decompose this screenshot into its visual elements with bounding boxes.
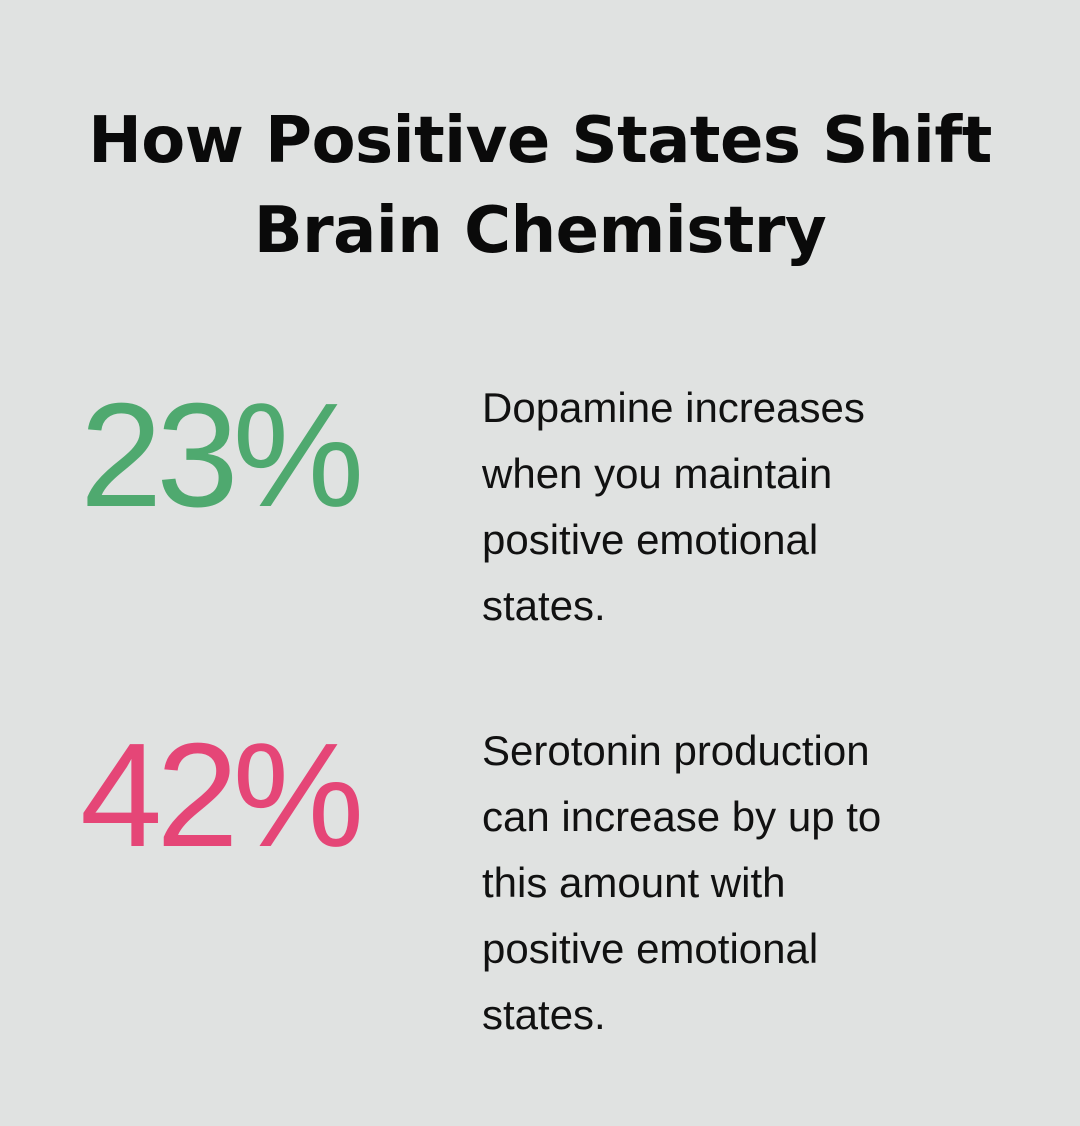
desc-line: positive emotional: [482, 925, 819, 972]
desc-line: states.: [482, 991, 606, 1038]
title-line-2: Brain Chemistry: [253, 194, 827, 268]
stat-description-dopamine: Dopamine increases when you maintain pos…: [482, 375, 1002, 639]
desc-line: states.: [482, 582, 606, 629]
page-title: How Positive States Shift Brain Chemistr…: [0, 96, 1080, 276]
desc-line: Serotonin production: [482, 727, 870, 774]
desc-line: when you maintain: [482, 450, 833, 497]
stat-description-serotonin: Serotonin production can increase by up …: [482, 718, 1002, 1048]
desc-line: this amount with: [482, 859, 786, 906]
stat-value-serotonin: 42%: [80, 713, 364, 878]
desc-line: positive emotional: [482, 516, 819, 563]
stat-value-dopamine: 23%: [80, 373, 364, 538]
title-line-1: How Positive States Shift: [88, 104, 992, 178]
desc-line: can increase by up to: [482, 793, 882, 840]
desc-line: Dopamine increases: [482, 384, 865, 431]
